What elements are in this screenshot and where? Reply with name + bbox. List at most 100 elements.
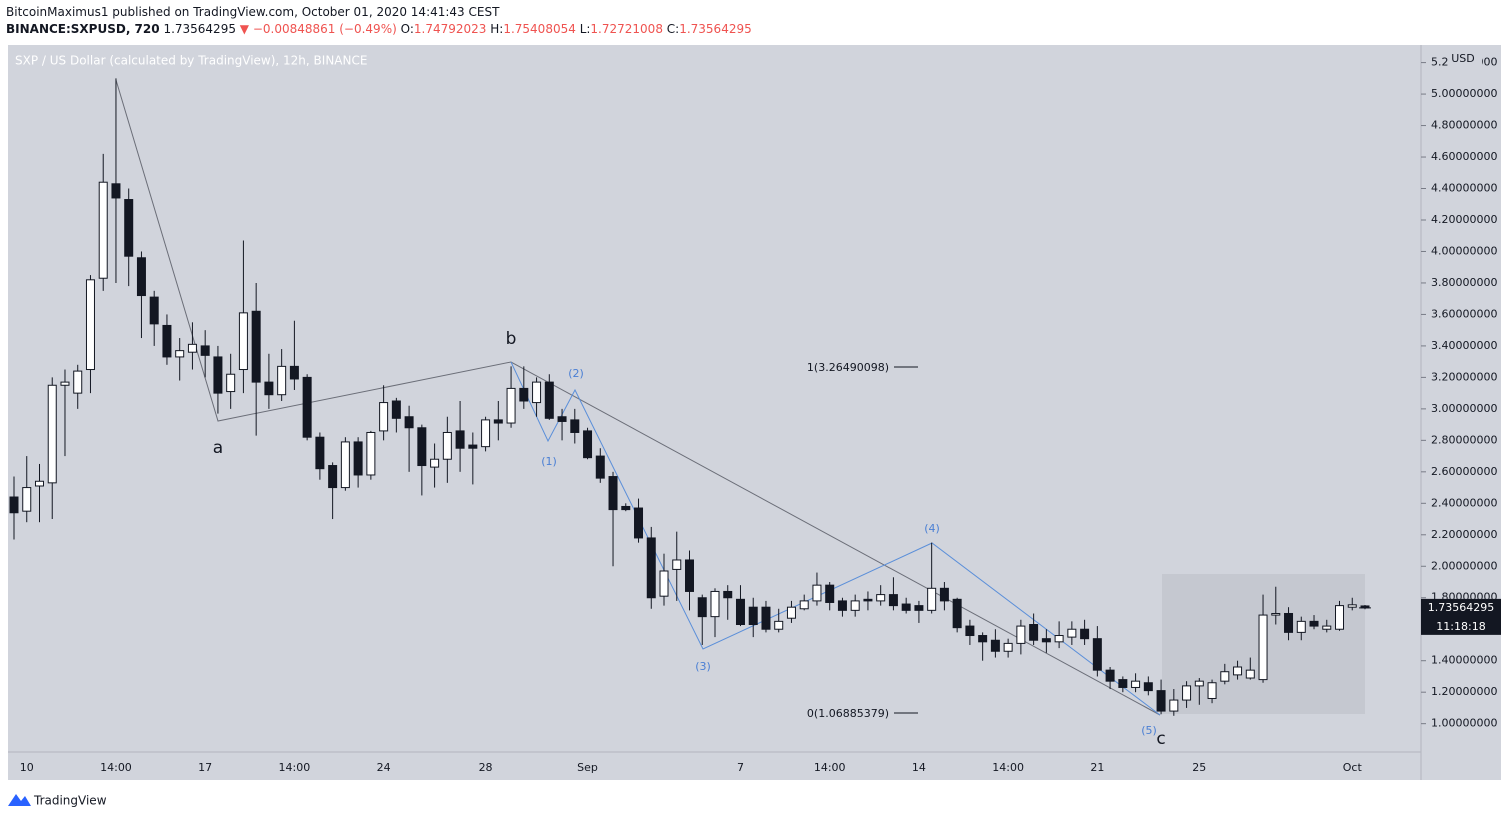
candle-body xyxy=(187,343,197,353)
candle-body xyxy=(774,620,784,630)
candle-body xyxy=(557,416,567,422)
fib-label: 0(1.06885379) xyxy=(807,707,889,720)
candle-body xyxy=(723,590,733,599)
candle-body xyxy=(519,387,529,402)
candle-body xyxy=(22,487,32,512)
candle-body xyxy=(1054,635,1064,643)
ohlc-label: O: xyxy=(400,22,414,36)
candle-body xyxy=(1143,682,1153,692)
candle-body xyxy=(812,584,822,602)
candle-body xyxy=(978,635,988,643)
ohlc-label: L: xyxy=(579,22,591,36)
candle-body xyxy=(60,381,70,386)
candle-body xyxy=(1258,614,1268,681)
candle-body xyxy=(888,594,898,607)
sub-wave-label: (1) xyxy=(541,455,557,468)
sub-wave-label: (4) xyxy=(924,522,940,535)
candle-body xyxy=(455,430,465,449)
candle-body xyxy=(1296,620,1306,633)
candle-body xyxy=(1105,669,1115,682)
candle-body xyxy=(149,296,159,325)
candle-body xyxy=(659,570,669,597)
price-tag-value: 1.73564295 xyxy=(1428,601,1494,614)
x-tick-label: 14:00 xyxy=(814,761,846,774)
chart-title: SXP / US Dollar (calculated by TradingVi… xyxy=(15,54,367,68)
y-tick-label: 3.80000000 xyxy=(1431,276,1497,289)
candle-body xyxy=(710,590,720,618)
candle-body xyxy=(825,584,835,603)
y-tick-label: 3.00000000 xyxy=(1431,402,1497,415)
candle-body xyxy=(876,594,886,602)
candle-body xyxy=(952,598,962,629)
candle-body xyxy=(1029,624,1039,641)
candle-body xyxy=(748,606,758,626)
candle-body xyxy=(73,370,83,394)
header-line2: BINANCE:SXPUSD, 720 1.73564295 ▼ −0.0084… xyxy=(6,21,752,38)
candle-body xyxy=(595,455,605,479)
candle-body xyxy=(226,373,236,393)
candle-body xyxy=(1156,690,1166,712)
x-tick-label: Oct xyxy=(1343,761,1363,774)
candle-body xyxy=(200,345,210,356)
candle-body xyxy=(965,625,975,637)
candle-body xyxy=(85,279,95,371)
fib-label: 1(3.26490098) xyxy=(807,361,889,374)
x-tick-label: 25 xyxy=(1192,761,1206,774)
price-tag-box xyxy=(1421,598,1501,635)
wave-line xyxy=(115,79,1161,716)
wave-label: c xyxy=(1156,729,1165,749)
candle-body xyxy=(1182,685,1192,701)
wave-label: a xyxy=(213,438,223,458)
brand-name: TradingView xyxy=(33,794,107,808)
x-tick-label: 17 xyxy=(198,761,212,774)
x-tick-label: 14:00 xyxy=(100,761,132,774)
candle-body xyxy=(1169,699,1179,712)
candle-body xyxy=(1309,620,1319,627)
candle-body xyxy=(672,559,682,570)
candle-body xyxy=(124,199,134,257)
y-tick-label: 2.20000000 xyxy=(1431,528,1497,541)
candle-body xyxy=(990,639,1000,652)
candle-body xyxy=(1067,628,1077,638)
brand: TradingView xyxy=(8,794,107,808)
candle-body xyxy=(404,416,414,429)
candle-body xyxy=(1220,671,1230,682)
candle-body xyxy=(850,600,860,611)
x-tick-label: 24 xyxy=(377,761,391,774)
y-tick-label: 2.80000000 xyxy=(1431,433,1497,446)
candle-body xyxy=(98,181,108,279)
y-tick-label: 2.00000000 xyxy=(1431,559,1497,572)
candle-body xyxy=(251,310,261,383)
candle-body xyxy=(493,419,503,424)
candle-body xyxy=(583,430,593,459)
y-tick-label: 1.20000000 xyxy=(1431,685,1497,698)
candle-body xyxy=(315,436,325,470)
header-line1: BitcoinMaximus1 published on TradingView… xyxy=(6,5,500,19)
candle-body xyxy=(175,350,185,358)
candle-body xyxy=(621,505,631,511)
y-tick-label: 4.40000000 xyxy=(1431,182,1497,195)
candle-body xyxy=(340,441,350,489)
candle-body xyxy=(1233,666,1243,676)
candle-body xyxy=(468,444,478,449)
ohlc-value: 1.72721008 xyxy=(590,22,663,36)
candle-body xyxy=(1322,625,1332,630)
candle-body xyxy=(328,465,338,489)
y-tick-label: 4.60000000 xyxy=(1431,150,1497,163)
brand-logo xyxy=(8,794,31,806)
candle-body xyxy=(213,356,223,394)
candle-body xyxy=(901,603,911,611)
candle-body xyxy=(939,587,949,602)
candle-body xyxy=(391,400,401,419)
candle-body xyxy=(837,600,847,611)
candle-body xyxy=(914,605,924,611)
x-tick-label: 14:00 xyxy=(279,761,311,774)
candle-body xyxy=(1092,638,1102,671)
header: BitcoinMaximus1 published on TradingView… xyxy=(6,4,752,38)
y-tick-label: 5.00000000 xyxy=(1431,87,1497,100)
candle-body xyxy=(1131,680,1141,688)
candle-body xyxy=(136,257,146,297)
candle-body xyxy=(735,598,745,626)
